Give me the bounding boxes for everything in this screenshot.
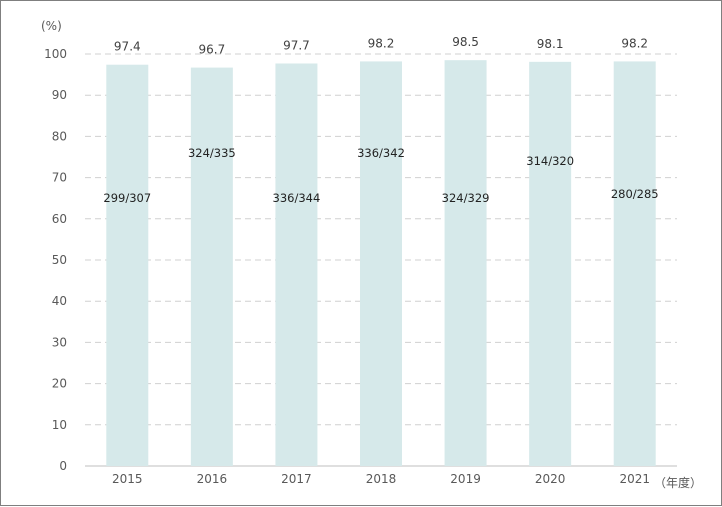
y-tick-label: 30 [52,335,67,349]
y-axis: 0 10 20 30 40 50 60 70 80 90 100 [44,47,67,473]
y-tick-label: 90 [52,88,67,102]
y-tick-label: 80 [52,129,67,143]
value-label: 98.1 [537,37,564,51]
value-label: 96.7 [198,43,225,57]
ratio-label: 280/285 [611,187,659,201]
x-tick-label: 2015 [112,472,143,486]
x-tick-label: 2019 [450,472,481,486]
bar [275,63,318,466]
bar [360,61,402,466]
bar [529,61,572,466]
value-label: 97.7 [283,38,310,52]
x-axis: 2015 2016 2017 2018 2019 2020 2021 [112,472,650,486]
bars [106,60,656,467]
ratio-label: 336/342 [357,146,405,160]
ratio-label: 336/344 [273,191,321,205]
y-tick-label: 70 [52,171,67,185]
y-tick-label: 50 [52,253,67,267]
ratio-label: 314/320 [526,154,574,168]
bar [190,67,233,466]
y-tick-label: 100 [44,47,67,61]
value-label: 97.4 [114,40,141,54]
y-tick-label: 40 [52,294,67,308]
value-label: 98.2 [368,36,395,50]
ratio-label: 324/335 [188,146,236,160]
value-label: 98.5 [452,35,479,49]
bar [106,64,149,466]
x-tick-label: 2021 [619,472,650,486]
x-axis-unit-label: （年度） [654,475,702,490]
x-tick-label: 2020 [535,472,566,486]
bar [444,60,487,467]
y-axis-unit-label: (%) [41,19,62,33]
y-tick-label: 60 [52,212,67,226]
data-labels: 97.4 299/307 96.7 324/335 97.7 336/344 98.2 336… [103,35,658,205]
x-tick-label: 2016 [197,472,228,486]
value-label: 98.2 [621,36,648,50]
bar [613,61,656,466]
ratio-label: 324/329 [442,191,490,205]
ratio-label: 299/307 [103,191,151,205]
y-tick-label: 0 [59,459,67,473]
y-tick-label: 10 [52,418,67,432]
x-tick-label: 2018 [366,472,397,486]
y-tick-label: 20 [52,377,67,391]
x-tick-label: 2017 [281,472,312,486]
